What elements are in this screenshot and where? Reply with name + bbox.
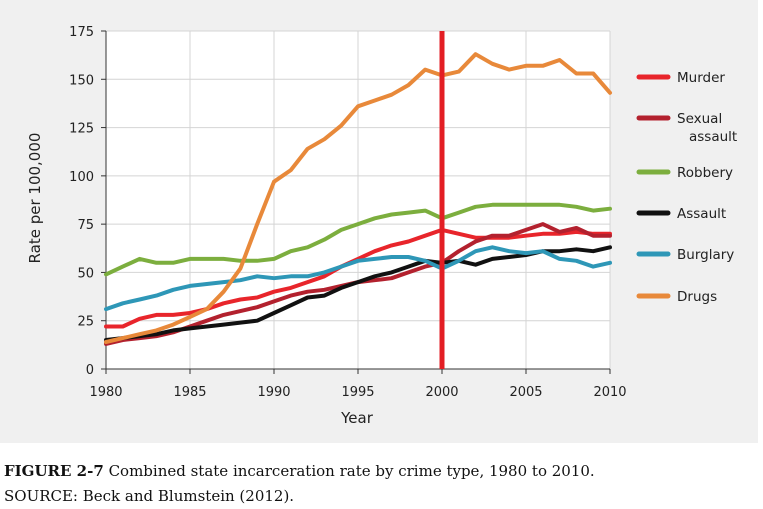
chart-panel: 0 25 50 75 100 125 150 175 1980 1985 1990 1995 2000 2… (0, 0, 758, 443)
y-tick-label: 150 (69, 73, 94, 88)
y-tick-label: 50 (77, 266, 94, 281)
x-tick-label: 1980 (89, 385, 122, 400)
legend-label-murder: Murder (677, 70, 725, 86)
legend-label-sexual-assault: Sexual (677, 111, 722, 127)
x-axis-title: Year (340, 409, 374, 427)
series-line-drugs (104, 52, 612, 344)
legend-label-drugs: Drugs (677, 289, 717, 305)
y-axis-title: Rate per 100,000 (26, 133, 44, 264)
series-lines (104, 31, 612, 369)
caption-source: SOURCE: Beck and Blumstein (2012). (4, 487, 295, 505)
x-tick-label: 2010 (593, 385, 626, 400)
x-tick-label: 2005 (509, 385, 542, 400)
legend-label-burglary: Burglary (677, 247, 734, 263)
x-tick-label: 1985 (173, 385, 206, 400)
legend-label-assault: Assault (677, 206, 726, 222)
legend: Murder Sexual assault Robbery Assault Burglar… (636, 70, 737, 305)
grid (105, 30, 611, 370)
caption-line: FIGURE 2-7 Combined state incarceration … (4, 459, 595, 484)
x-tick-label: 2000 (425, 385, 458, 400)
caption-text: Combined state incarceration rate by cri… (108, 462, 595, 480)
y-tick-label: 175 (69, 25, 94, 40)
y-tick-label: 100 (69, 170, 94, 185)
legend-label-sexual-assault: assault (689, 129, 737, 145)
y-tick-label: 75 (77, 218, 94, 233)
figure-label: FIGURE 2-7 (4, 462, 104, 480)
series-line-burglary (104, 245, 612, 312)
y-tick-label: 0 (86, 363, 94, 378)
line-chart: 0 25 50 75 100 125 150 175 1980 1985 1990 1995 2000 2… (26, 25, 737, 427)
series-line-robbery (104, 202, 612, 277)
y-tick-label: 125 (69, 122, 94, 137)
axes: 0 25 50 75 100 125 150 175 1980 1985 1990 1995 2000 2… (69, 25, 626, 400)
y-tick-label: 25 (77, 315, 94, 330)
legend-label-robbery: Robbery (677, 165, 733, 181)
x-tick-label: 1995 (341, 385, 374, 400)
x-tick-label: 1990 (257, 385, 290, 400)
figure-caption: FIGURE 2-7 Combined state incarceration … (4, 459, 595, 509)
